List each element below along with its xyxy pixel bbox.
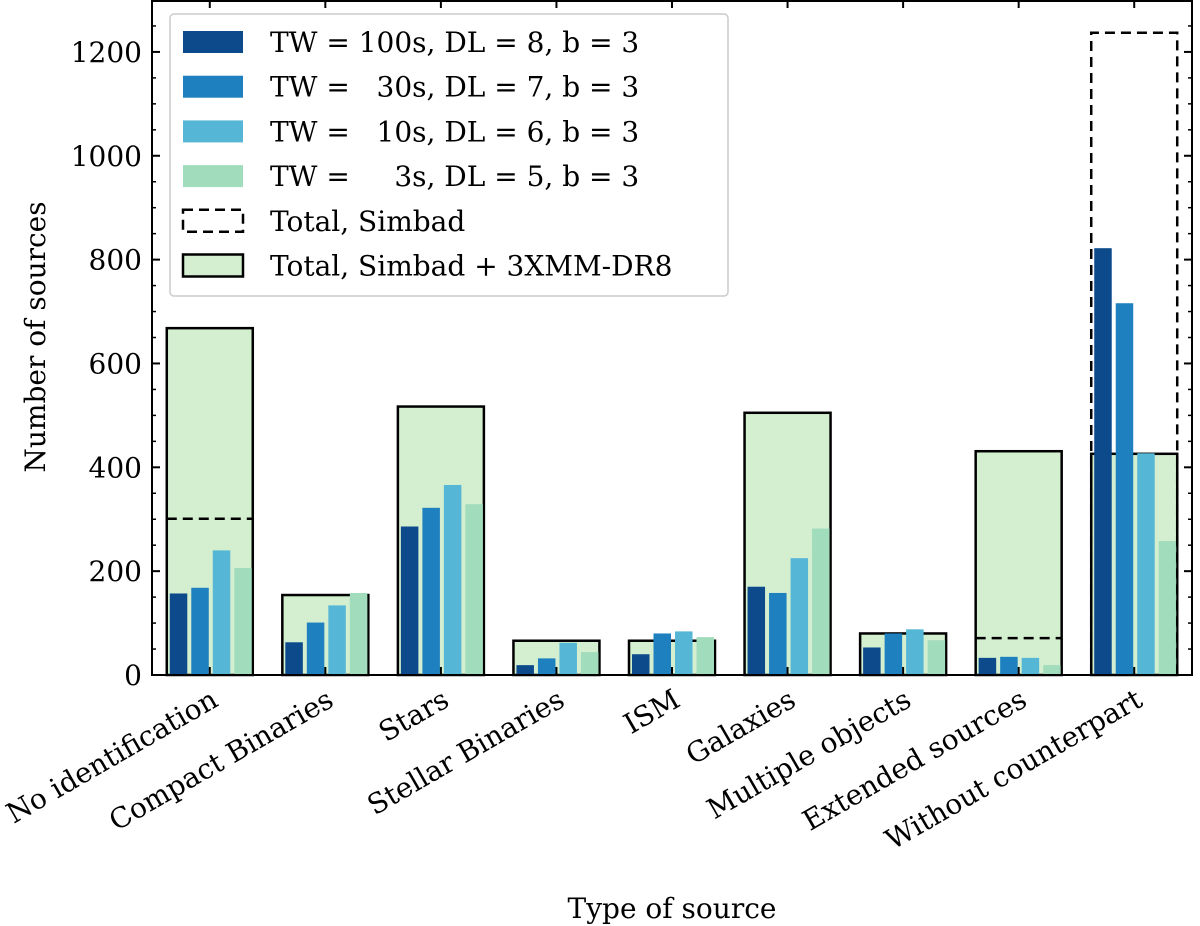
y-tick-label: 400 [89,451,142,484]
bar-series-3 [559,642,577,675]
y-tick-label: 1000 [71,140,142,173]
legend-label: TW = 100s, DL = 8, b = 3 [270,26,639,59]
legend-label: Total, Simbad + 3XMM-DR8 [270,250,672,283]
bar-series-1 [1094,248,1112,675]
bar-series-2 [537,658,556,675]
bar-series-1 [285,642,303,675]
legend-swatch [183,75,243,98]
bar-series-2 [306,622,325,675]
y-tick-label: 200 [89,555,142,588]
bar-series-1 [169,593,188,675]
bar-series-1 [747,586,766,675]
legend: TW = 100s, DL = 8, b = 3 TW = 30s, DL = 7… [169,13,729,297]
bar-series-1 [400,526,419,675]
legend-swatch [183,120,243,143]
bars-layer [169,248,1177,675]
bar-series-2 [769,592,787,675]
bar-series-3 [906,629,924,675]
bar-series-2 [422,507,440,675]
y-axis-label: Number of sources [19,201,52,472]
bar-series-2 [653,633,671,675]
x-tick-label: Compact Binaries [103,682,338,837]
y-tick-label: 600 [89,347,142,380]
legend-swatch [183,31,243,53]
bar-series-3 [443,484,462,675]
bar-series-4 [1043,665,1061,675]
y-tick-label: 1200 [71,36,142,69]
bar-series-3 [1021,657,1040,675]
bar-series-2 [191,587,209,675]
legend-label: TW = 3s, DL = 5, b = 3 [270,160,639,193]
bar-series-1 [516,665,534,675]
y-tick-label: 800 [89,244,142,277]
bar-series-4 [349,592,368,675]
legend-frame [169,13,729,297]
bar-series-2 [1000,656,1018,675]
bar-series-4 [927,640,946,675]
x-tick-label: ISM [618,682,686,740]
bar-series-3 [790,558,809,675]
bar-series-2 [884,633,903,675]
bar-series-3 [212,550,231,675]
bar-series-3 [328,605,346,675]
total-simbad-bar [1089,31,1179,675]
legend-label: Total, Simbad [270,205,465,238]
legend-swatch [181,253,245,278]
bar-series-3 [1137,453,1155,675]
legend-swatch [181,208,245,234]
legend-swatch [183,165,243,188]
bar-series-4 [234,568,252,675]
bar-series-1 [863,647,881,675]
bar-series-3 [675,631,693,675]
x-tick-label: Stellar Binaries [362,682,570,821]
bar-series-4 [696,637,714,675]
bar-series-1 [978,657,997,675]
bar-series-2 [1115,303,1134,675]
bar-series-4 [465,504,483,675]
x-axis-label: Type of source [568,892,777,925]
simbad-layer [166,31,1179,675]
bar-series-4 [580,652,599,675]
bar-series-4 [1158,541,1177,675]
legend-label: TW = 30s, DL = 7, b = 3 [270,71,639,104]
legend-label: TW = 10s, DL = 6, b = 3 [270,115,639,148]
total-simbad-3xmm-bar [974,449,1063,677]
bar-series-1 [632,654,650,675]
y-tick-label: 0 [124,659,142,692]
bar-series-4 [812,528,830,675]
x-tick-label: Stars [373,682,454,748]
